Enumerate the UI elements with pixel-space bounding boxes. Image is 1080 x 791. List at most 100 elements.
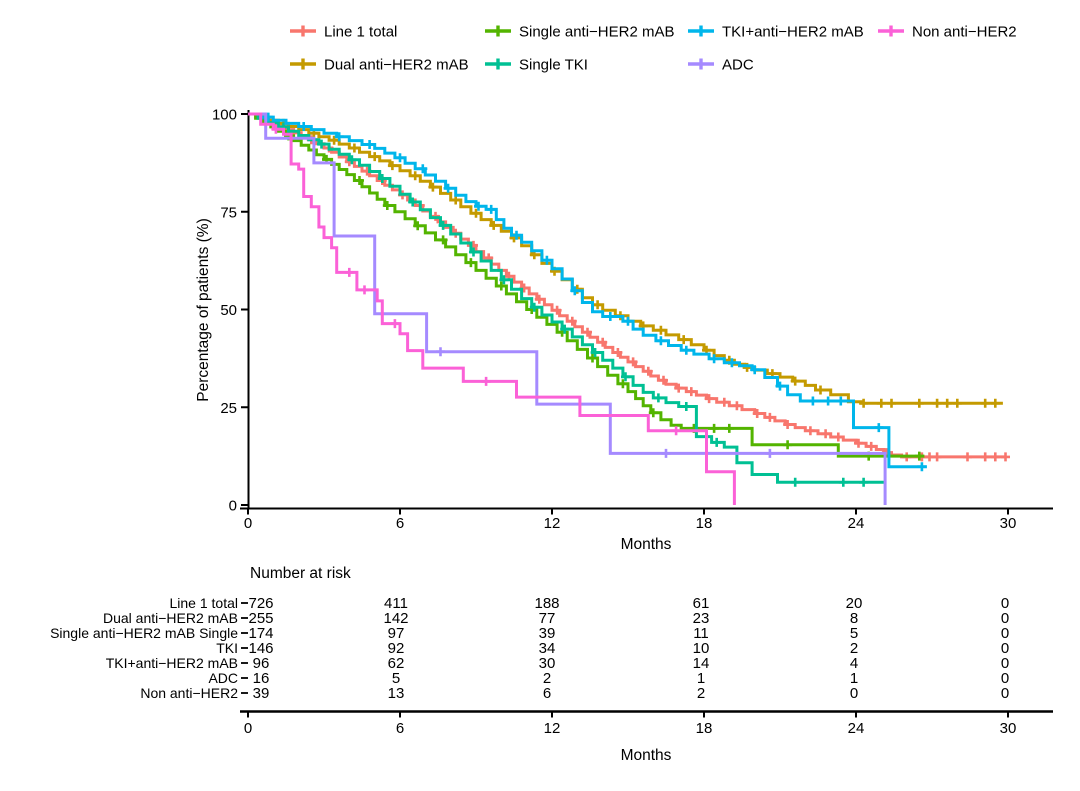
risk-row-dual-anti-her2-mab: Dual anti−HER2 mAB 255 142 77 23 8 0 [103,610,1009,627]
legend-label: Dual anti−HER2 mAB [324,57,469,74]
risk-table-heading: Number at risk [250,565,351,582]
risk-count: 30 [539,655,556,672]
risk-count: 0 [1001,625,1009,642]
x-axis-title: Months [621,536,672,553]
risk-count: 14 [693,655,710,672]
risk-count: 34 [539,640,556,657]
risk-x-tick-label: 24 [848,720,865,737]
legend-item-tki-anti-her2-mab: TKI+anti−HER2 mAB [688,24,864,41]
censor-marks-single-anti-her2-mab [284,131,924,461]
censor-marks-single-tki [279,122,869,487]
legend-label: TKI+anti−HER2 mAB [722,24,864,41]
risk-count: 188 [534,595,559,612]
y-tick-label: 0 [229,498,237,515]
risk-row-tki-anti-her2-mab: TKI+anti−HER2 mAB 96 62 30 14 4 0 [106,655,1009,672]
risk-row-label: ADC [208,670,238,686]
km-curve-non-anti-her2 [248,112,736,505]
series-non-anti-her2 [248,112,736,505]
x-tick-label: 30 [1000,515,1017,532]
x-tick-label: 12 [544,515,561,532]
risk-count: 61 [693,595,710,612]
legend-key-line-1-total [290,25,316,37]
y-tick-label: 25 [220,400,237,417]
risk-count: 23 [693,610,710,627]
legend-label: Single anti−HER2 mAB [519,24,675,41]
censor-marks-non-anti-her2 [271,124,681,436]
series-adc [248,112,887,505]
risk-count: 39 [539,625,556,642]
legend-item-dual-anti-her2-mab: Dual anti−HER2 mAB [290,57,469,74]
risk-row-label: TKI [216,640,238,656]
legend-label: Line 1 total [324,24,397,41]
legend-item-non-anti-her2: Non anti−HER2 [878,24,1017,41]
risk-count: 13 [388,685,405,702]
km-curve-tki-anti-her2-mab [248,112,927,469]
risk-count: 146 [248,640,273,657]
risk-count: 2 [850,640,858,657]
km-curve-dual-anti-her2-mab [248,112,1003,405]
risk-count: 411 [384,595,408,612]
risk-count: 5 [392,670,400,687]
risk-count: 77 [539,610,556,627]
risk-count: 0 [1001,640,1009,657]
risk-count: 0 [1001,670,1009,687]
legend-item-single-tki: Single TKI [485,57,588,74]
legend-key-tki-anti-her2-mab [688,25,714,37]
legend-label: ADC [722,57,754,74]
censor-marks-tki-anti-her2-mab [263,112,927,472]
y-tick-label: 50 [220,302,237,319]
risk-count: 0 [1001,595,1009,612]
x-tick-label: 18 [696,515,713,532]
risk-count: 1 [697,670,705,687]
risk-count: 20 [846,595,863,612]
risk-count: 2 [543,670,551,687]
y-tick-label: 100 [212,107,237,124]
legend-key-adc [688,58,714,70]
risk-count: 2 [697,685,705,702]
x-tick-label: 24 [848,515,865,532]
legend-key-single-anti-her2-mab [485,25,511,37]
risk-row-label: Single anti−HER2 mAB Single [50,625,238,641]
risk-count: 11 [693,625,709,642]
risk-x-tick-label: 18 [696,720,713,737]
censor-marks-adc [436,347,775,458]
legend: Line 1 total Single anti−HER2 mAB TKI+anti… [290,24,1017,74]
risk-count: 6 [543,685,551,702]
risk-count: 726 [248,595,273,612]
risk-count: 142 [383,610,408,627]
legend-item-line-1-total: Line 1 total [290,24,397,41]
x-tick-label: 6 [396,515,404,532]
risk-count: 16 [253,670,270,687]
legend-key-dual-anti-her2-mab [290,58,316,70]
x-tick-label: 0 [244,515,252,532]
km-curve-single-tki [248,112,887,484]
y-axis-title: Percentage of patients (%) [195,218,212,402]
risk-row-label: Dual anti−HER2 mAB [103,610,238,626]
risk-count: 96 [253,655,270,672]
risk-row-line-1-total: Line 1 total 726 411 188 61 20 0 [170,595,1010,612]
km-curve-adc [248,112,887,505]
risk-x-tick-label: 30 [1000,720,1017,737]
risk-x-tick-label: 0 [244,720,252,737]
risk-x-axis-title: Months [621,747,672,764]
risk-count: 1 [850,670,858,687]
risk-count: 0 [1001,655,1009,672]
risk-x-tick-label: 12 [544,720,561,737]
risk-count: 255 [248,610,273,627]
legend-key-non-anti-her2 [878,25,904,37]
risk-row-single-anti-her2-mab-single: Single anti−HER2 mAB Single 174 97 39 11 5 0 [50,625,1009,642]
series-tki-anti-her2-mab [248,112,927,472]
risk-count: 0 [1001,685,1009,702]
risk-count: 0 [850,685,858,702]
survival-curves [248,112,1010,505]
axes: 0 25 50 75 100 Percentage of patients (%) 0 6 12… [195,107,1053,553]
risk-count: 0 [1001,610,1009,627]
risk-count: 39 [253,685,270,702]
risk-count: 4 [850,655,858,672]
risk-row-label: Non anti−HER2 [140,685,238,701]
risk-count: 8 [850,610,858,627]
series-single-tki [248,112,887,487]
